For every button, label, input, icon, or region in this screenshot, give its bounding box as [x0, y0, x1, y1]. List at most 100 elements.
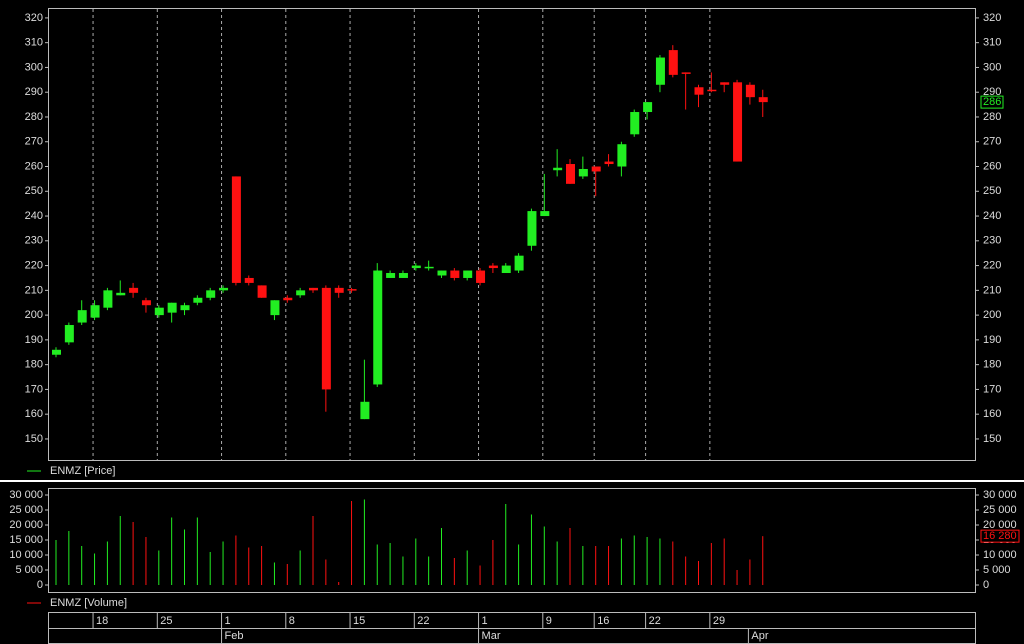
candle-body — [296, 290, 306, 296]
candle-body — [244, 277, 254, 283]
candle-body — [167, 302, 177, 313]
candle-body — [630, 112, 640, 135]
candle-body — [553, 167, 563, 171]
y-tick-label: 220 — [25, 259, 43, 271]
y-tick-label: 0 — [37, 579, 43, 591]
candle-body — [758, 97, 768, 103]
candle-body — [501, 265, 511, 274]
candle-body — [360, 401, 370, 420]
y-tick-label: 10 000 — [983, 549, 1017, 561]
y-tick-label: 300 — [25, 61, 43, 73]
candle-body — [527, 211, 537, 246]
candle-body — [154, 307, 164, 316]
y-tick-label: 25 000 — [983, 504, 1017, 516]
candle-body — [591, 166, 601, 172]
legend-label: ENMZ [Volume] — [50, 597, 127, 609]
last-value-box — [980, 529, 1020, 543]
month-label: Apr — [751, 630, 768, 642]
x-tick-label: 16 — [597, 615, 609, 627]
y-tick-label: 160 — [25, 408, 43, 420]
candle-body — [270, 300, 280, 316]
y-tick-label: 5 000 — [15, 564, 43, 576]
candle-body — [180, 305, 190, 311]
candle-body — [283, 297, 293, 301]
y-tick-label: 30 000 — [9, 489, 43, 501]
y-tick-label: 280 — [983, 111, 1001, 123]
candle-body — [386, 273, 396, 278]
y-tick-label: 150 — [983, 433, 1001, 445]
candle-body — [398, 273, 408, 278]
candle-body — [655, 57, 665, 85]
month-label: Feb — [225, 630, 244, 642]
y-tick-label: 270 — [983, 136, 1001, 148]
x-tick-label: 9 — [546, 615, 552, 627]
y-tick-label: 230 — [983, 235, 1001, 247]
x-tick-label: 18 — [96, 615, 108, 627]
y-tick-label: 220 — [983, 259, 1001, 271]
price-panel — [48, 8, 976, 461]
y-tick-label: 200 — [983, 309, 1001, 321]
candle-body — [450, 270, 460, 278]
candle-body — [476, 270, 486, 283]
candle-body — [193, 297, 203, 303]
y-tick-label: 20 000 — [983, 519, 1017, 531]
y-tick-label: 310 — [25, 37, 43, 49]
candle-body — [745, 84, 755, 98]
y-tick-label: 230 — [25, 235, 43, 247]
candle-body — [52, 349, 61, 355]
y-tick-label: 30 000 — [983, 489, 1017, 501]
x-tick-label: 8 — [289, 615, 295, 627]
y-tick-label: 180 — [983, 359, 1001, 371]
y-tick-label: 310 — [983, 37, 1001, 49]
y-tick-label: 160 — [983, 408, 1001, 420]
last-value-label: 286 — [983, 96, 1001, 108]
candle-body — [373, 270, 383, 385]
candle-body — [321, 287, 331, 390]
candle-body — [488, 265, 498, 269]
last-value-box — [980, 95, 1004, 109]
y-tick-label: 290 — [983, 86, 1001, 98]
candle-body — [103, 290, 113, 308]
candle-body — [90, 305, 100, 318]
candle-body — [463, 270, 473, 278]
candle-body — [617, 144, 627, 167]
y-tick-label: 290 — [25, 86, 43, 98]
candle-body — [437, 270, 447, 276]
candle-body — [514, 255, 524, 271]
y-tick-label: 280 — [25, 111, 43, 123]
x-tick-label: 22 — [649, 615, 661, 627]
y-tick-label: 20 000 — [9, 519, 43, 531]
candle-body — [219, 287, 229, 291]
candle-body — [129, 287, 139, 293]
y-tick-label: 210 — [983, 284, 1001, 296]
y-tick-label: 260 — [25, 160, 43, 172]
y-tick-label: 210 — [25, 284, 43, 296]
candle-body — [668, 50, 678, 75]
y-tick-label: 15 000 — [9, 534, 43, 546]
y-tick-label: 10 000 — [9, 549, 43, 561]
candle-body — [411, 265, 421, 269]
y-tick-label: 300 — [983, 61, 1001, 73]
y-tick-label: 200 — [25, 309, 43, 321]
y-tick-label: 170 — [25, 383, 43, 395]
x-tick-label: 29 — [713, 615, 725, 627]
candle-body — [578, 168, 588, 177]
y-tick-label: 25 000 — [9, 504, 43, 516]
legend-label: ENMZ [Price] — [50, 465, 115, 477]
y-tick-label: 320 — [25, 12, 43, 24]
candle-body — [424, 266, 434, 269]
candle-body — [604, 161, 614, 165]
y-tick-label: 170 — [983, 383, 1001, 395]
y-tick-label: 190 — [25, 334, 43, 346]
x-tick-label: 1 — [482, 615, 488, 627]
candle-body — [643, 102, 653, 113]
month-label: Mar — [482, 630, 501, 642]
candle-body — [707, 89, 717, 92]
y-tick-label: 240 — [983, 210, 1001, 222]
candle-body — [206, 290, 216, 298]
y-tick-label: 0 — [983, 579, 989, 591]
y-tick-label: 150 — [25, 433, 43, 445]
